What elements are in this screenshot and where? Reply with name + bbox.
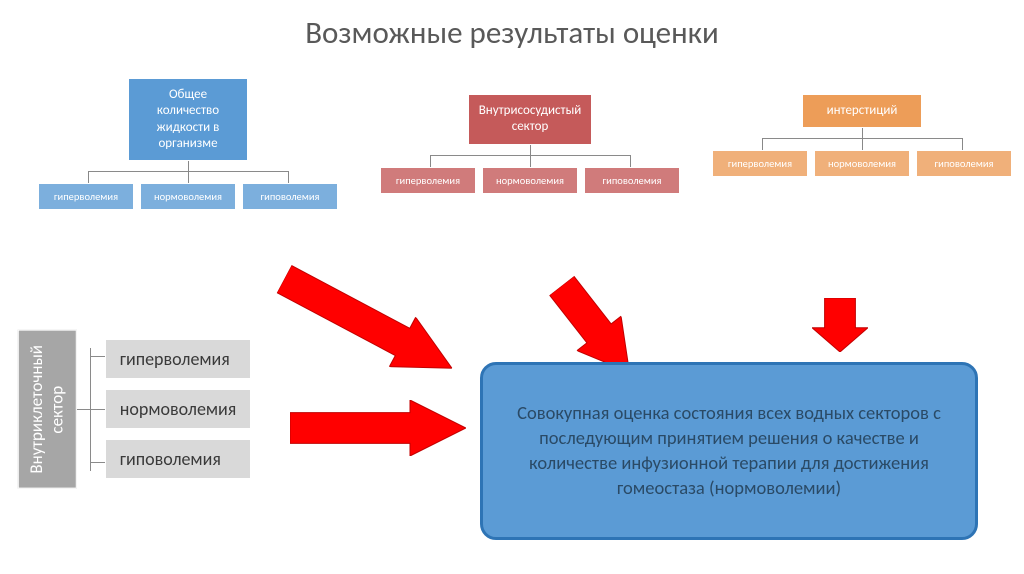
tree-child: гиповолемия [584,167,680,194]
tree-interstitium: интерстиций гиперволемиянормоволемиягипов… [712,94,1012,177]
tree-child: нормоволемия [140,183,236,210]
tree-children-interstitium: гиперволемиянормоволемиягиповолемия [712,150,1012,177]
tree-children-total-fluid: гиперволемиянормоволемиягиповолемия [38,183,338,210]
tree-children-intravascular: гиперволемиянормоволемиягиповолемия [380,167,680,194]
tree-child: нормоволемия [482,167,578,194]
arrow-from-intracellular [290,400,466,458]
vcluster-child: нормоволемия [105,389,252,429]
tree-child: нормоволемия [814,150,910,177]
result-box: Совокупная оценка состояния всех водных … [480,362,978,540]
vcluster-children: гиперволемия нормоволемия гиповолемия [105,330,252,489]
result-text: Совокупная оценка состояния всех водных … [511,401,947,501]
tree-child: гиповолемия [916,150,1012,177]
tree-child: гиперволемия [712,150,808,177]
vcluster-child: гиповолемия [105,439,252,479]
tree-parent-total-fluid: Общееколичествожидкости ворганизме [128,78,248,161]
tree-parent-interstitium: интерстиций [802,94,922,128]
tree-child: гиперволемия [380,167,476,194]
page-title: Возможные результаты оценки [0,0,1024,52]
vcluster-child: гиперволемия [105,339,252,379]
tree-child: гиповолемия [242,183,338,210]
tree-child: гиперволемия [38,183,134,210]
vcluster-parent: Внутриклеточныйсектор [18,330,77,489]
tree-total-fluid: Общееколичествожидкости ворганизме гиперв… [38,78,338,210]
intracellular-cluster: Внутриклеточныйсектор гиперволемия нормово… [18,330,251,489]
tree-parent-intravascular: Внутрисосудистыйсектор [468,94,593,145]
arrow-from-interstitium [772,298,868,352]
tree-intravascular: Внутрисосудистыйсектор гиперволемиянормов… [380,94,680,194]
